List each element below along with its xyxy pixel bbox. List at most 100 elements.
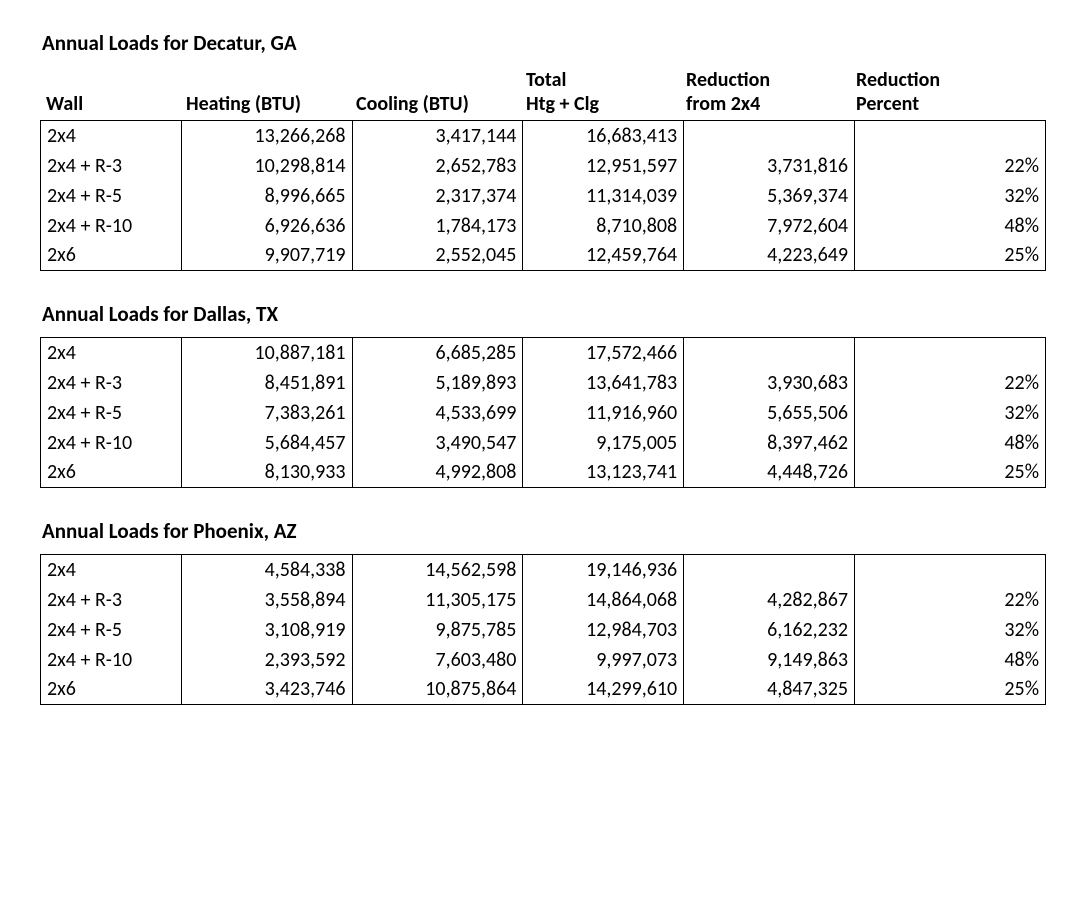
cell-reduction: 4,448,726 (684, 458, 855, 488)
cell-total: 12,951,597 (523, 151, 684, 181)
cell-reduction (684, 555, 855, 585)
cell-total: 12,459,764 (523, 241, 684, 271)
cell-total: 19,146,936 (523, 555, 684, 585)
cell-heating: 5,684,457 (181, 428, 352, 458)
cell-wall: 2x4 + R-10 (41, 428, 182, 458)
cell-percent: 48% (855, 645, 1046, 675)
section: Annual Loads for Decatur, GATotalReducti… (40, 30, 1046, 271)
section: Annual Loads for Dallas, TX 2x410,887,181… (40, 301, 1046, 488)
header-reduction-line1: Reduction (680, 66, 850, 92)
cell-cooling: 14,562,598 (352, 555, 523, 585)
cell-cooling: 2,652,783 (352, 151, 523, 181)
table-row: 2x44,584,33814,562,59819,146,936 (41, 555, 1046, 585)
table-row: 2x4 + R-106,926,6361,784,1738,710,8087,9… (41, 211, 1046, 241)
cell-wall: 2x4 + R-10 (41, 211, 182, 241)
header-wall: Wall (40, 92, 180, 120)
table-row: 2x4 + R-102,393,5927,603,4809,997,0739,1… (41, 645, 1046, 675)
header-cooling-blank (350, 66, 520, 92)
cell-wall: 2x4 + R-3 (41, 368, 182, 398)
table-row: 2x4 + R-53,108,9199,875,78512,984,7036,1… (41, 615, 1046, 645)
cell-wall: 2x4 (41, 338, 182, 368)
cell-percent (855, 555, 1046, 585)
cell-total: 13,641,783 (523, 368, 684, 398)
cell-reduction: 6,162,232 (684, 615, 855, 645)
cell-heating: 6,926,636 (181, 211, 352, 241)
header-heating-blank (180, 66, 350, 92)
header-total-line1: Total (520, 66, 680, 92)
cell-heating: 10,887,181 (181, 338, 352, 368)
cell-percent: 22% (855, 151, 1046, 181)
cell-cooling: 10,875,864 (352, 675, 523, 705)
cell-heating: 3,108,919 (181, 615, 352, 645)
cell-reduction: 7,972,604 (684, 211, 855, 241)
table-row: 2x69,907,7192,552,04512,459,7644,223,649… (41, 241, 1046, 271)
cell-reduction: 3,731,816 (684, 151, 855, 181)
cell-cooling: 4,992,808 (352, 458, 523, 488)
cell-percent (855, 338, 1046, 368)
cell-total: 11,314,039 (523, 181, 684, 211)
cell-total: 13,123,741 (523, 458, 684, 488)
cell-wall: 2x4 + R-5 (41, 398, 182, 428)
section-title: Annual Loads for Dallas, TX (40, 301, 1046, 327)
table-row: 2x410,887,1816,685,28517,572,466 (41, 338, 1046, 368)
cell-percent: 32% (855, 615, 1046, 645)
cell-cooling: 9,875,785 (352, 615, 523, 645)
cell-total: 9,175,005 (523, 428, 684, 458)
cell-heating: 7,383,261 (181, 398, 352, 428)
cell-percent: 25% (855, 675, 1046, 705)
cell-heating: 10,298,814 (181, 151, 352, 181)
cell-reduction: 4,282,867 (684, 585, 855, 615)
cell-total: 11,916,960 (523, 398, 684, 428)
cell-total: 9,997,073 (523, 645, 684, 675)
cell-heating: 4,584,338 (181, 555, 352, 585)
cell-cooling: 2,317,374 (352, 181, 523, 211)
cell-reduction: 5,655,506 (684, 398, 855, 428)
table-row: 2x4 + R-310,298,8142,652,78312,951,5973,… (41, 151, 1046, 181)
cell-heating: 8,451,891 (181, 368, 352, 398)
cell-total: 14,299,610 (523, 675, 684, 705)
cell-reduction: 8,397,462 (684, 428, 855, 458)
cell-cooling: 3,490,547 (352, 428, 523, 458)
cell-percent: 25% (855, 458, 1046, 488)
cell-wall: 2x4 + R-5 (41, 615, 182, 645)
header-cooling: Cooling (BTU) (350, 92, 520, 120)
header-percent-line1: Reduction (850, 66, 1040, 92)
cell-wall: 2x6 (41, 675, 182, 705)
section-title: Annual Loads for Phoenix, AZ (40, 518, 1046, 544)
table-row: 2x63,423,74610,875,86414,299,6104,847,32… (41, 675, 1046, 705)
cell-cooling: 4,533,699 (352, 398, 523, 428)
cell-reduction: 4,223,649 (684, 241, 855, 271)
cell-heating: 9,907,719 (181, 241, 352, 271)
cell-percent: 48% (855, 428, 1046, 458)
header-percent-line2: Percent (850, 92, 1040, 120)
cell-reduction: 4,847,325 (684, 675, 855, 705)
table-row: 2x4 + R-58,996,6652,317,37411,314,0395,3… (41, 181, 1046, 211)
table-row: 2x4 + R-105,684,4573,490,5479,175,0058,3… (41, 428, 1046, 458)
cell-percent: 48% (855, 211, 1046, 241)
table-row: 2x413,266,2683,417,14416,683,413 (41, 121, 1046, 151)
table-row: 2x4 + R-33,558,89411,305,17514,864,0684,… (41, 585, 1046, 615)
column-header-row-1: TotalReductionReduction (40, 66, 1046, 92)
header-wall-blank (40, 66, 180, 92)
cell-reduction (684, 338, 855, 368)
cell-reduction: 9,149,863 (684, 645, 855, 675)
header-heating: Heating (BTU) (180, 92, 350, 120)
cell-percent: 32% (855, 398, 1046, 428)
cell-total: 8,710,808 (523, 211, 684, 241)
cell-wall: 2x4 + R-3 (41, 585, 182, 615)
cell-total: 16,683,413 (523, 121, 684, 151)
cell-wall: 2x4 + R-3 (41, 151, 182, 181)
cell-cooling: 3,417,144 (352, 121, 523, 151)
cell-wall: 2x6 (41, 241, 182, 271)
cell-cooling: 6,685,285 (352, 338, 523, 368)
cell-percent (855, 121, 1046, 151)
header-total-line2: Htg + Clg (520, 92, 680, 120)
cell-heating: 8,130,933 (181, 458, 352, 488)
cell-total: 12,984,703 (523, 615, 684, 645)
cell-percent: 22% (855, 368, 1046, 398)
cell-heating: 3,558,894 (181, 585, 352, 615)
document-root: Annual Loads for Decatur, GATotalReducti… (40, 30, 1046, 705)
table-row: 2x4 + R-38,451,8915,189,89313,641,7833,9… (41, 368, 1046, 398)
cell-percent: 25% (855, 241, 1046, 271)
cell-reduction: 5,369,374 (684, 181, 855, 211)
